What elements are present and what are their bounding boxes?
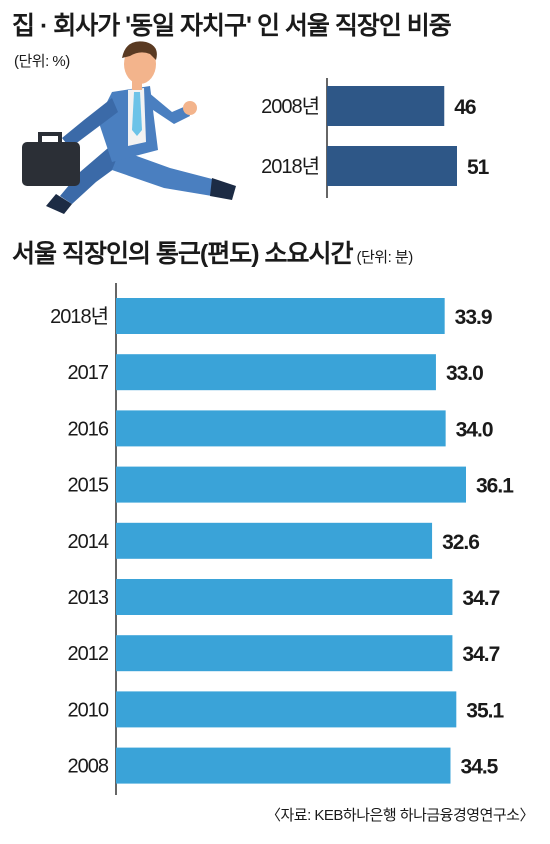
top-bar-chart: 2008년 46 2018년 51 bbox=[261, 78, 491, 198]
category-label: 2008년 bbox=[261, 95, 319, 118]
value-label: 34.0 bbox=[456, 418, 493, 441]
category-label: 2014 bbox=[68, 531, 109, 553]
back-arm bbox=[62, 98, 118, 148]
value-label: 32.6 bbox=[442, 531, 479, 554]
category-label: 2018년 bbox=[261, 155, 319, 178]
bottom-chart-title-row: 서울 직장인의 통근(편도) 소요시간 (단위: 분) bbox=[12, 234, 413, 270]
briefcase-handle bbox=[38, 132, 62, 142]
bottom-chart-title: 서울 직장인의 통근(편도) 소요시간 bbox=[12, 240, 353, 268]
category-label: 2008 bbox=[68, 756, 109, 778]
bar bbox=[327, 86, 445, 126]
bar bbox=[116, 354, 436, 391]
bar bbox=[116, 298, 445, 334]
value-label: 34.7 bbox=[462, 643, 499, 666]
back-leg bbox=[60, 148, 126, 204]
back-shoe bbox=[46, 194, 72, 214]
bar bbox=[116, 522, 433, 559]
value-label: 34.5 bbox=[460, 756, 498, 779]
bar bbox=[116, 691, 457, 728]
category-label: 2017 bbox=[68, 362, 109, 384]
value-label: 33.0 bbox=[446, 362, 483, 385]
category-label: 2018년 bbox=[50, 305, 108, 328]
bottom-chart-unit: (단위: 분) bbox=[356, 249, 414, 266]
front-leg bbox=[112, 150, 216, 196]
value-label: 35.1 bbox=[466, 699, 504, 722]
category-label: 2013 bbox=[68, 587, 109, 609]
category-label: 2010 bbox=[68, 699, 109, 721]
bar bbox=[327, 146, 457, 186]
value-label: 36.1 bbox=[476, 475, 514, 498]
source-note: 〈자료: KEB하나은행 하나금융경영연구소〉 bbox=[265, 807, 535, 824]
bar bbox=[116, 410, 446, 447]
necktie bbox=[132, 92, 142, 136]
briefcase-icon bbox=[22, 142, 80, 186]
top-chart-unit: (단위: %) bbox=[14, 53, 70, 70]
bar bbox=[116, 579, 453, 615]
bar bbox=[116, 747, 451, 784]
front-shoe bbox=[210, 178, 236, 200]
front-hand bbox=[183, 101, 197, 115]
top-chart-title: 집 · 회사가 '동일 자치구' 인 서울 직장인 비중 bbox=[12, 12, 452, 40]
value-label: 34.7 bbox=[462, 587, 499, 610]
front-arm bbox=[148, 92, 190, 124]
value-label: 51 bbox=[467, 156, 490, 179]
value-label: 33.9 bbox=[455, 306, 492, 329]
hair bbox=[122, 41, 157, 60]
value-label: 46 bbox=[454, 96, 476, 119]
bar bbox=[116, 635, 453, 672]
category-label: 2015 bbox=[68, 475, 109, 497]
category-label: 2012 bbox=[68, 643, 109, 665]
bar bbox=[116, 466, 466, 503]
category-label: 2016 bbox=[68, 418, 109, 440]
running-businessman-illustration bbox=[22, 41, 236, 214]
